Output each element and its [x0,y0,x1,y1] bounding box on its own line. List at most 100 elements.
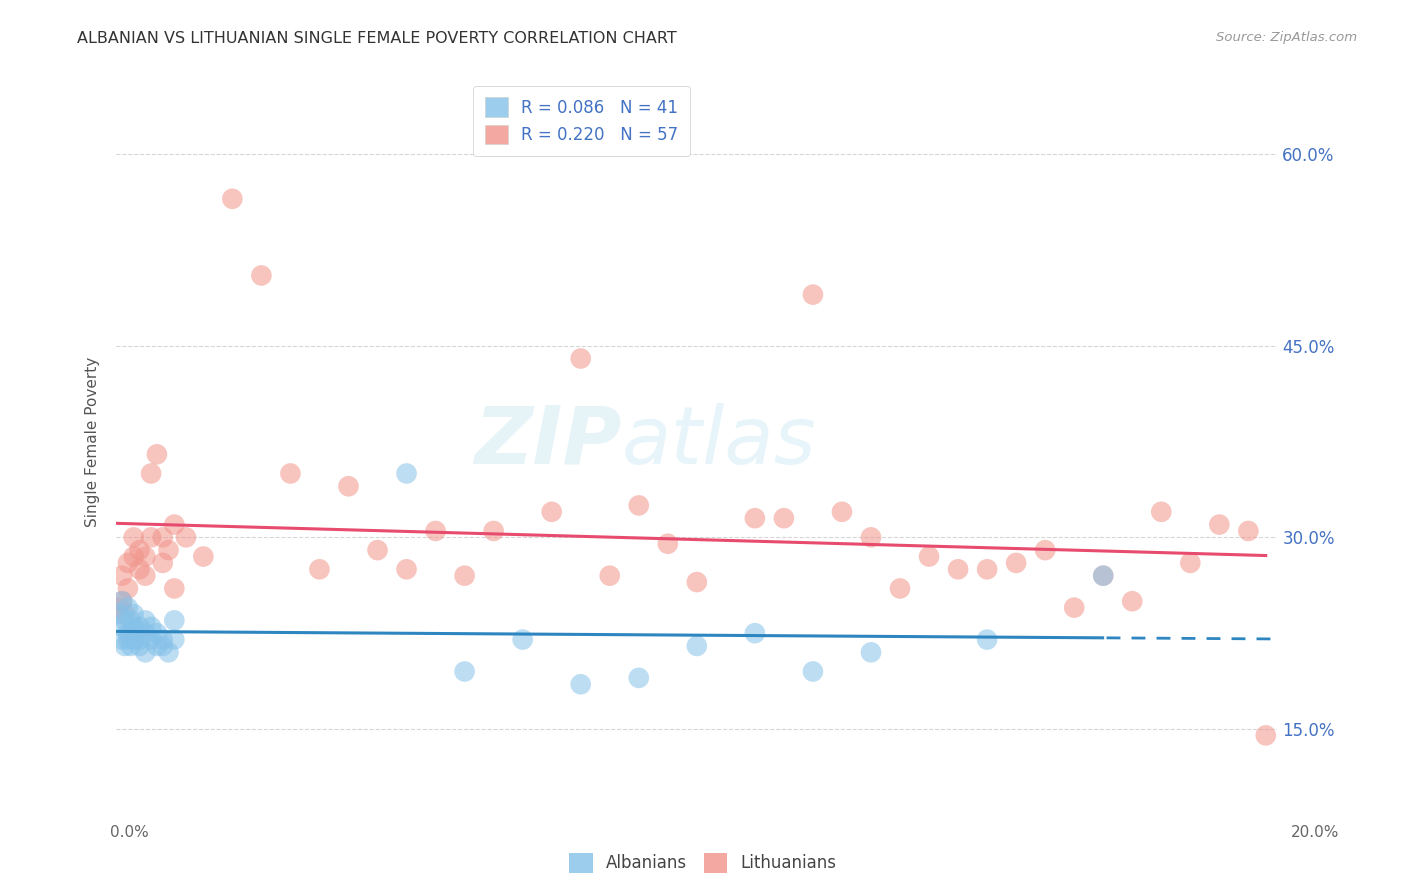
Legend: R = 0.086   N = 41, R = 0.220   N = 57: R = 0.086 N = 41, R = 0.220 N = 57 [472,86,690,156]
Point [111,594,134,608]
Point [1254,728,1277,742]
Point [657,537,679,551]
Point [111,594,134,608]
Point [569,677,592,691]
Point [367,543,389,558]
Point [280,467,302,481]
Point [122,530,145,544]
Point [152,632,174,647]
Point [1092,568,1115,582]
Point [128,543,150,558]
Point [128,620,150,634]
Point [117,632,139,647]
Point [221,192,243,206]
Point [163,632,186,647]
Point [139,620,162,634]
Y-axis label: Single Female Poverty: Single Female Poverty [86,357,100,526]
Point [125,626,148,640]
Point [134,568,156,582]
Text: 20.0%: 20.0% [1291,825,1339,840]
Point [111,632,134,647]
Point [1092,568,1115,582]
Point [117,600,139,615]
Point [152,639,174,653]
Point [1121,594,1143,608]
Point [134,626,156,640]
Point [108,600,131,615]
Point [120,614,142,628]
Point [114,614,136,628]
Point [453,665,475,679]
Point [139,530,162,544]
Point [395,562,418,576]
Point [117,582,139,596]
Point [918,549,941,564]
Point [128,639,150,653]
Point [1208,517,1230,532]
Point [308,562,330,576]
Point [540,505,562,519]
Text: atlas: atlas [621,402,815,481]
Point [139,467,162,481]
Point [1180,556,1202,570]
Point [801,287,824,301]
Point [134,645,156,659]
Point [122,607,145,621]
Point [128,562,150,576]
Point [111,620,134,634]
Point [395,467,418,481]
Point [569,351,592,366]
Point [512,632,534,647]
Point [859,645,882,659]
Point [801,665,824,679]
Point [946,562,969,576]
Point [744,626,766,640]
Point [686,639,709,653]
Point [1005,556,1028,570]
Point [108,607,131,621]
Point [152,530,174,544]
Text: ALBANIAN VS LITHUANIAN SINGLE FEMALE POVERTY CORRELATION CHART: ALBANIAN VS LITHUANIAN SINGLE FEMALE POV… [77,31,678,46]
Point [122,620,145,634]
Point [744,511,766,525]
Point [686,575,709,590]
Point [773,511,796,525]
Point [117,626,139,640]
Point [482,524,505,538]
Point [152,556,174,570]
Point [250,268,273,283]
Legend: Albanians, Lithuanians: Albanians, Lithuanians [562,847,844,880]
Point [122,549,145,564]
Point [193,549,215,564]
Point [859,530,882,544]
Point [425,524,447,538]
Point [157,645,180,659]
Point [976,562,998,576]
Point [139,632,162,647]
Point [114,607,136,621]
Point [114,639,136,653]
Point [120,639,142,653]
Point [146,447,169,461]
Point [1150,505,1173,519]
Point [146,626,169,640]
Point [157,543,180,558]
Point [128,632,150,647]
Point [146,639,169,653]
Point [1033,543,1056,558]
Point [117,556,139,570]
Point [134,614,156,628]
Point [1063,600,1085,615]
Point [163,517,186,532]
Point [134,549,156,564]
Point [976,632,998,647]
Point [174,530,197,544]
Point [831,505,853,519]
Point [453,568,475,582]
Point [627,499,650,513]
Point [122,632,145,647]
Point [163,582,186,596]
Point [337,479,360,493]
Point [889,582,911,596]
Text: Source: ZipAtlas.com: Source: ZipAtlas.com [1216,31,1357,45]
